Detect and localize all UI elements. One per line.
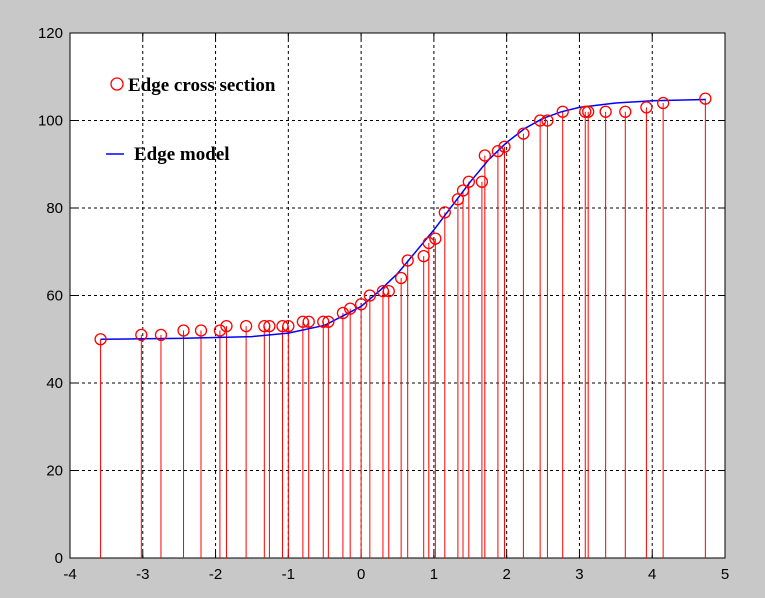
legend-label-edge-model: Edge model bbox=[134, 144, 230, 165]
data-point-marker bbox=[276, 319, 289, 333]
legend-label-edge-cross-section: Edge cross section bbox=[128, 75, 276, 96]
data-point-marker bbox=[336, 306, 350, 320]
x-tick-label: 2 bbox=[502, 566, 510, 583]
y-tick-label: 40 bbox=[46, 375, 63, 392]
edge-cross-section-markers bbox=[94, 92, 712, 346]
y-tick-label: 80 bbox=[46, 200, 63, 217]
data-point-marker bbox=[154, 328, 168, 342]
x-tick-label: 4 bbox=[648, 566, 656, 583]
x-tick-label: 0 bbox=[357, 566, 365, 583]
y-tick-label: 100 bbox=[38, 113, 63, 130]
data-point-marker bbox=[258, 319, 271, 333]
edge-model-line bbox=[100, 98, 706, 341]
data-point-marker bbox=[438, 206, 451, 219]
data-point-marker bbox=[382, 284, 395, 298]
data-point-marker bbox=[363, 289, 376, 302]
y-tick-label: 20 bbox=[46, 463, 63, 480]
data-point-marker bbox=[429, 232, 442, 245]
data-point-marker bbox=[177, 324, 190, 337]
data-point-marker bbox=[498, 140, 511, 153]
data-point-marker bbox=[640, 101, 653, 114]
data-point-marker bbox=[322, 315, 335, 328]
data-point-marker bbox=[135, 328, 148, 342]
edge-model-series bbox=[100, 98, 706, 341]
x-tick-label: 3 bbox=[575, 566, 583, 583]
y-tick-label: 0 bbox=[55, 550, 63, 567]
data-point-marker bbox=[478, 149, 491, 162]
edge-cross-section-stems bbox=[100, 98, 706, 558]
x-tick-label: 1 bbox=[430, 566, 438, 583]
data-point-marker bbox=[263, 319, 276, 333]
data-point-marker bbox=[462, 175, 475, 188]
x-tick-label: 5 bbox=[721, 566, 729, 583]
y-tick-labels: 0 20 40 60 80 100 120 bbox=[38, 25, 63, 567]
data-point-marker bbox=[296, 315, 310, 328]
y-tick-label: 120 bbox=[38, 25, 63, 42]
data-point-marker bbox=[344, 302, 357, 315]
data-point-marker bbox=[401, 254, 414, 267]
y-tick-label: 60 bbox=[46, 288, 63, 305]
data-point-marker bbox=[354, 298, 368, 311]
data-point-marker bbox=[517, 127, 530, 140]
x-tick-label: -1 bbox=[282, 566, 295, 583]
data-point-marker bbox=[94, 333, 107, 346]
x-tick-label: -4 bbox=[63, 566, 76, 583]
x-tick-label: -2 bbox=[209, 566, 222, 583]
data-point-marker bbox=[456, 184, 470, 197]
data-point-marker bbox=[220, 319, 233, 333]
legend: Edge cross section Edge model bbox=[106, 75, 276, 165]
data-point-marker bbox=[556, 105, 569, 118]
data-point-marker bbox=[582, 105, 595, 118]
grid-lines bbox=[70, 33, 725, 558]
data-point-marker bbox=[533, 114, 547, 127]
data-point-marker bbox=[194, 324, 208, 337]
data-point-marker bbox=[282, 319, 295, 333]
data-point-marker bbox=[213, 324, 227, 337]
data-point-marker bbox=[422, 236, 435, 250]
data-point-marker bbox=[699, 92, 712, 105]
data-point-marker bbox=[417, 249, 430, 263]
data-point-marker bbox=[317, 315, 330, 328]
data-point-marker bbox=[599, 105, 612, 118]
data-point-marker bbox=[541, 114, 554, 127]
data-point-marker bbox=[491, 144, 505, 158]
data-point-marker bbox=[619, 105, 632, 118]
data-point-marker bbox=[579, 105, 592, 118]
x-tick-labels: -4 -3 -2 -1 0 1 2 3 4 5 bbox=[63, 566, 729, 583]
x-tick-label: -3 bbox=[136, 566, 149, 583]
data-point-marker bbox=[376, 284, 390, 298]
data-point-marker bbox=[394, 271, 408, 285]
data-point-marker bbox=[302, 315, 315, 328]
data-point-marker bbox=[656, 96, 670, 110]
data-point-marker bbox=[239, 319, 253, 333]
data-point-marker bbox=[475, 175, 489, 188]
legend-marker-circle-icon bbox=[110, 77, 124, 91]
